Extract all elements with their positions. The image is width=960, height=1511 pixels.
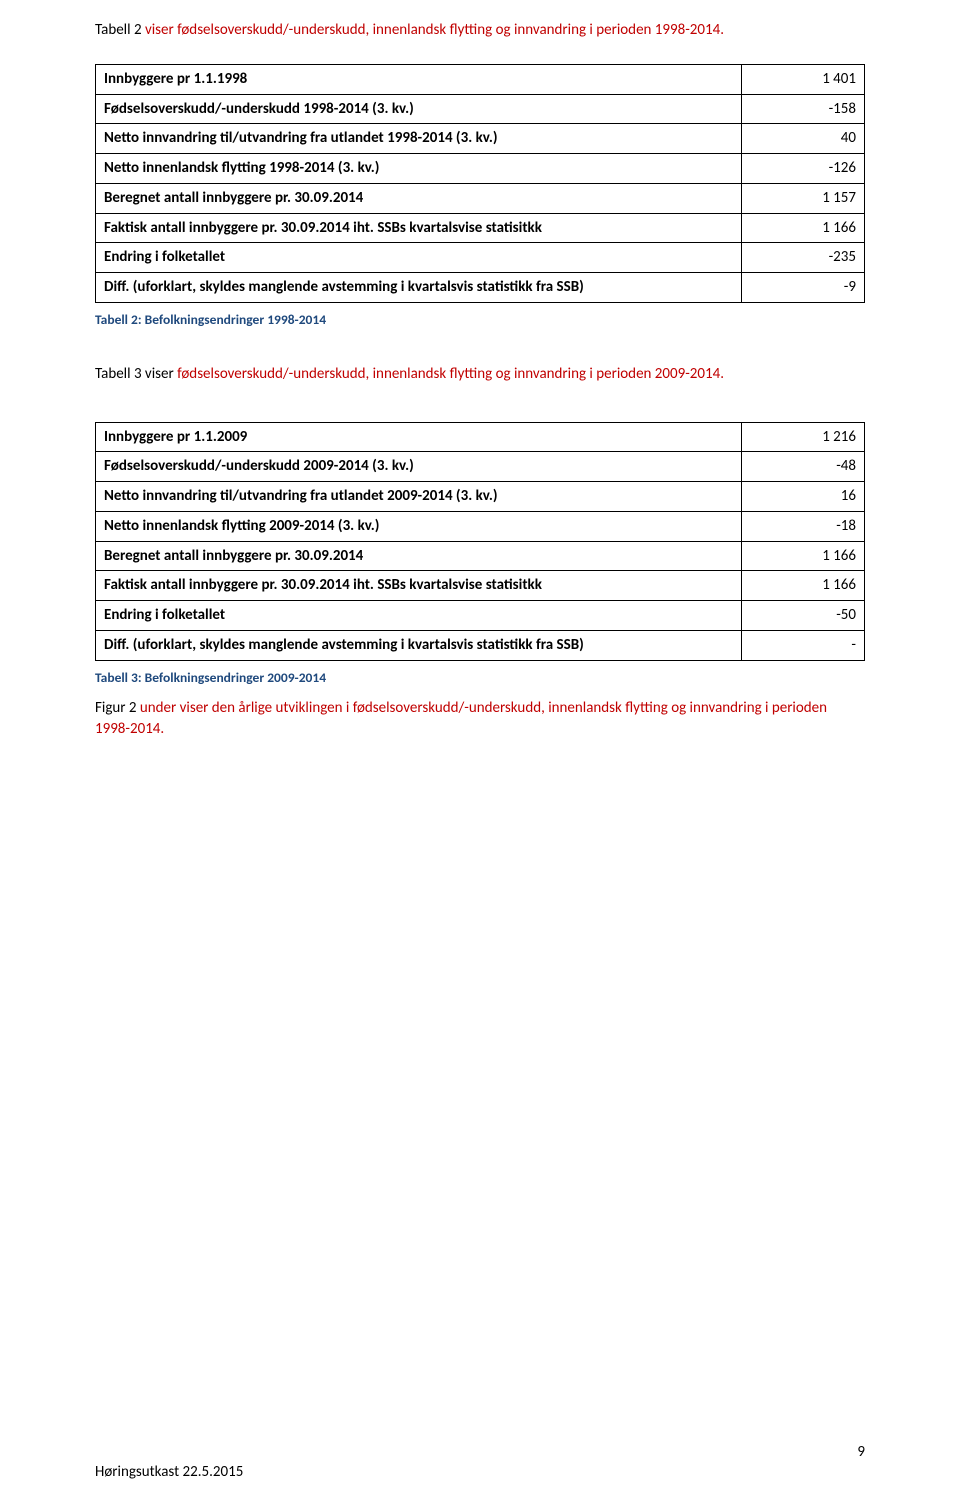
- figur2-paragraph: Figur 2 under viser den årlige utvikling…: [95, 698, 865, 742]
- table-2: Innbyggere pr 1.1.1998 1 401 Fødselsover…: [95, 64, 865, 303]
- row-value: -50: [741, 601, 864, 631]
- table-row: Netto innenlandsk flytting 2009-2014 (3.…: [96, 511, 865, 541]
- para4-red: under viser den årlige utviklingen i fød…: [95, 699, 827, 739]
- row-value: 16: [741, 482, 864, 512]
- intro-paragraph-3: Tabell 3 viser fødselsoverskudd/-undersk…: [95, 364, 865, 386]
- row-label: Netto innenlandsk flytting 1998-2014 (3.…: [96, 154, 742, 184]
- table-row: Innbyggere pr 1.1.1998 1 401: [96, 64, 865, 94]
- footer-text: Høringsutkast 22.5.2015: [95, 1463, 243, 1481]
- table-row: Endring i folketallet -50: [96, 601, 865, 631]
- table-row: Diff. (uforklart, skyldes manglende avst…: [96, 630, 865, 660]
- table-row: Endring i folketallet -235: [96, 243, 865, 273]
- row-value: 40: [741, 124, 864, 154]
- table-row: Beregnet antall innbyggere pr. 30.09.201…: [96, 541, 865, 571]
- row-label: Netto innvandring til/utvandring fra utl…: [96, 482, 742, 512]
- row-value: 1 401: [741, 64, 864, 94]
- row-label: Diff. (uforklart, skyldes manglende avst…: [96, 630, 742, 660]
- para4-black: Figur 2: [95, 699, 140, 717]
- table-row: Beregnet antall innbyggere pr. 30.09.201…: [96, 183, 865, 213]
- table-row: Faktisk antall innbyggere pr. 30.09.2014…: [96, 213, 865, 243]
- table2-caption: Tabell 2: Befolkningsendringer 1998-2014: [95, 311, 865, 328]
- row-label: Beregnet antall innbyggere pr. 30.09.201…: [96, 541, 742, 571]
- page-number: 9: [857, 1443, 865, 1461]
- row-value: 1 166: [741, 213, 864, 243]
- row-label: Endring i folketallet: [96, 601, 742, 631]
- row-value: 1 166: [741, 571, 864, 601]
- para3-red: fødselsoverskudd/-underskudd, innenlands…: [177, 365, 724, 383]
- table-row: Diff. (uforklart, skyldes manglende avst…: [96, 273, 865, 303]
- row-label: Innbyggere pr 1.1.1998: [96, 64, 742, 94]
- table-row: Fødselsoverskudd/-underskudd 1998-2014 (…: [96, 94, 865, 124]
- row-label: Beregnet antall innbyggere pr. 30.09.201…: [96, 183, 742, 213]
- row-value: -9: [741, 273, 864, 303]
- row-label: Netto innenlandsk flytting 2009-2014 (3.…: [96, 511, 742, 541]
- row-label: Netto innvandring til/utvandring fra utl…: [96, 124, 742, 154]
- row-label: Faktisk antall innbyggere pr. 30.09.2014…: [96, 571, 742, 601]
- table-3: Innbyggere pr 1.1.2009 1 216 Fødselsover…: [95, 422, 865, 661]
- table-row: Netto innvandring til/utvandring fra utl…: [96, 482, 865, 512]
- row-label: Diff. (uforklart, skyldes manglende avst…: [96, 273, 742, 303]
- row-label: Innbyggere pr 1.1.2009: [96, 422, 742, 452]
- row-label: Fødselsoverskudd/-underskudd 2009-2014 (…: [96, 452, 742, 482]
- row-value: 1 157: [741, 183, 864, 213]
- table3-caption: Tabell 3: Befolkningsendringer 2009-2014: [95, 669, 865, 686]
- intro-paragraph-1: Tabell 2 viser fødselsoverskudd/-undersk…: [95, 20, 865, 42]
- intro1-red: viser fødselsoverskudd/-underskudd, inne…: [145, 21, 724, 39]
- para3-black: Tabell 3 viser: [95, 365, 177, 383]
- row-value: -158: [741, 94, 864, 124]
- row-value: -126: [741, 154, 864, 184]
- row-value: -18: [741, 511, 864, 541]
- row-label: Endring i folketallet: [96, 243, 742, 273]
- table-row: Fødselsoverskudd/-underskudd 2009-2014 (…: [96, 452, 865, 482]
- table-row: Netto innvandring til/utvandring fra utl…: [96, 124, 865, 154]
- row-value: -48: [741, 452, 864, 482]
- row-value: 1 166: [741, 541, 864, 571]
- table-row: Faktisk antall innbyggere pr. 30.09.2014…: [96, 571, 865, 601]
- table-row: Netto innenlandsk flytting 1998-2014 (3.…: [96, 154, 865, 184]
- table-row: Innbyggere pr 1.1.2009 1 216: [96, 422, 865, 452]
- row-label: Faktisk antall innbyggere pr. 30.09.2014…: [96, 213, 742, 243]
- row-value: -235: [741, 243, 864, 273]
- row-value: 1 216: [741, 422, 864, 452]
- row-value: -: [741, 630, 864, 660]
- intro1-black: Tabell 2: [95, 21, 145, 39]
- row-label: Fødselsoverskudd/-underskudd 1998-2014 (…: [96, 94, 742, 124]
